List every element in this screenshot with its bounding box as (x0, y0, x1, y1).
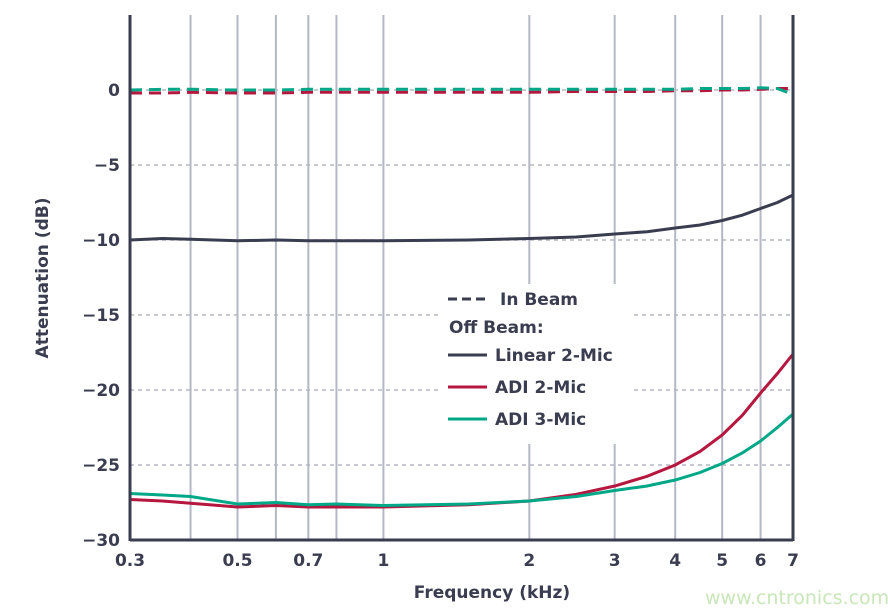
y-tick-label: −5 (94, 156, 120, 176)
legend-off-beam-heading: Off Beam: (449, 318, 544, 338)
y-tick-label: −10 (82, 231, 120, 251)
x-tick-label: 2 (523, 551, 535, 571)
y-tick-label: −30 (82, 531, 120, 551)
series-lines (129, 86, 795, 509)
legend-in-beam: In Beam (500, 290, 578, 310)
watermark: www.cntronics.com (705, 587, 888, 609)
x-tick-label: 0.5 (222, 551, 252, 571)
y-tick-label: −25 (82, 456, 120, 476)
x-tick-label: 5 (716, 551, 728, 571)
y-axis-label: Attenuation (dB) (33, 198, 53, 359)
x-tick-label: 7 (787, 551, 799, 571)
x-tick-label: 1 (377, 551, 389, 571)
y-tick-label: −15 (82, 306, 120, 326)
x-tick-label: 3 (609, 551, 621, 571)
x-axis-label: Frequency (kHz) (414, 583, 570, 603)
legend-adi-3-mic: ADI 3-Mic (495, 410, 586, 430)
y-tick-label: 0 (108, 81, 120, 101)
y-tick-label: −20 (82, 381, 120, 401)
series-off-beam-adi-3-mic (129, 412, 794, 508)
series-in-beam-adi-3-mic (129, 86, 794, 96)
axes: 0.3 0.5 0.7 1 2 3 4 5 6 7 0 −5 −10 −15 −20 −25 −30 (82, 15, 799, 571)
series-off-beam-linear-2-mic (129, 193, 794, 243)
legend-background (440, 284, 632, 444)
legend-adi-2-mic: ADI 2-Mic (495, 378, 586, 398)
x-tick-label: 0.3 (115, 551, 145, 571)
x-tick-label: 6 (755, 551, 767, 571)
legend-linear-2-mic: Linear 2-Mic (495, 346, 613, 366)
x-tick-label: 0.7 (293, 551, 323, 571)
x-tick-label: 4 (669, 551, 681, 571)
legend: In Beam Off Beam: Linear 2-Mic ADI 2-Mic… (440, 284, 632, 444)
